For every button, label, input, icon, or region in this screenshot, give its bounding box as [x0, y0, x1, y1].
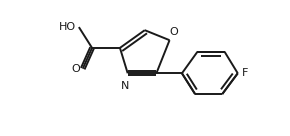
- Text: O: O: [169, 27, 178, 37]
- Text: F: F: [242, 68, 248, 78]
- Text: O: O: [71, 64, 80, 74]
- Text: HO: HO: [59, 22, 76, 32]
- Text: N: N: [121, 81, 130, 91]
